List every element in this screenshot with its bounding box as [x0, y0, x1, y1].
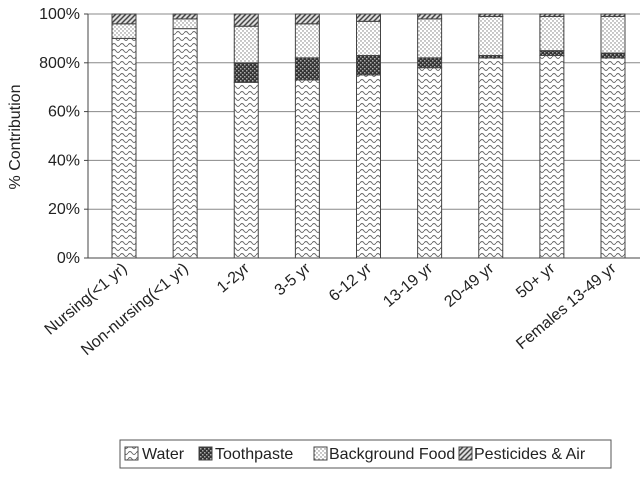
- x-tick-label: Non-nursing(<1 yr): [78, 260, 191, 359]
- legend-label-pesticides-air: Pesticides & Air: [474, 446, 586, 463]
- bar-segment-toothpaste: [294, 57, 320, 81]
- bar-segment-toothpaste: [539, 50, 565, 56]
- bar-segment-background-food: [417, 18, 443, 59]
- bar-segment-water: [539, 54, 565, 259]
- bar-segment-toothpaste: [600, 52, 626, 59]
- legend-swatch-water: [124, 446, 139, 461]
- bar-segment-toothpaste: [233, 62, 259, 83]
- bar-segment-pesticides-air: [478, 13, 504, 17]
- x-tick-label: Females 13-49 yr: [513, 260, 620, 353]
- bar-segment-water: [172, 28, 198, 259]
- y-tick-label: 20%: [48, 201, 80, 218]
- axes: [84, 13, 640, 259]
- y-tick-label: 60%: [48, 104, 80, 121]
- x-tick-label: 6-12 yr: [326, 260, 376, 305]
- y-tick-label: 0%: [57, 250, 80, 267]
- legend-label-water: Water: [142, 446, 185, 463]
- y-axis-label: % Contribution: [7, 85, 24, 190]
- y-tick-label: 100%: [39, 6, 80, 23]
- y-tick-label: 800%: [39, 55, 80, 72]
- bar-segment-background-food: [600, 15, 626, 54]
- legend-label-toothpaste: Toothpaste: [215, 446, 293, 463]
- bar-segment-pesticides-air: [356, 13, 381, 22]
- x-tick-label: 1-2yr: [214, 260, 253, 297]
- bar-segment-water: [478, 57, 504, 259]
- legend-swatch-background-food: [313, 446, 328, 461]
- x-tick-labels: Nursing(<1 yr)Non-nursing(<1 yr) 1-2yr 3-5…: [42, 260, 620, 359]
- bar-segment-pesticides-air: [111, 13, 137, 25]
- y-tick-labels: 0% 20% 40% 60% 800% 100%: [39, 6, 80, 267]
- legend: Water Toothpaste Background Food Pestici…: [119, 439, 612, 469]
- bar-segment-background-food: [356, 20, 381, 56]
- bar-segment-water: [417, 67, 443, 259]
- bar-segment-pesticides-air: [600, 13, 626, 17]
- bar-segment-pesticides-air: [233, 13, 259, 27]
- legend-label-background-food: Background Food: [329, 446, 455, 463]
- bar-segment-pesticides-air: [172, 13, 198, 20]
- bar-segment-pesticides-air: [417, 13, 443, 20]
- bar-segment-background-food: [539, 15, 565, 52]
- bar-segment-toothpaste: [417, 57, 443, 69]
- legend-swatch-pesticides-air: [458, 446, 473, 461]
- bar-segment-pesticides-air: [539, 13, 565, 17]
- bar-segment-background-food: [478, 15, 504, 56]
- x-tick-label: 50+ yr: [513, 260, 559, 302]
- bar-segment-background-food: [294, 23, 320, 59]
- bar-segment-water: [356, 74, 381, 259]
- bar-segment-water: [233, 81, 259, 259]
- bar-segment-toothpaste: [356, 54, 381, 76]
- x-tick-label: 13-19 yr: [380, 260, 436, 311]
- x-tick-label: 3-5 yr: [272, 260, 315, 300]
- bar-segment-background-food: [172, 18, 198, 30]
- bar-segment-background-food: [111, 23, 137, 39]
- bar-segment-pesticides-air: [294, 13, 320, 25]
- bar-segment-background-food: [233, 25, 259, 64]
- bar-segment-water: [600, 57, 626, 259]
- y-tick-label: 40%: [48, 152, 80, 169]
- legend-swatch-toothpaste: [198, 446, 213, 461]
- bars: [111, 13, 626, 259]
- bar-segment-water: [294, 79, 320, 259]
- bar-segment-water: [111, 37, 137, 259]
- x-tick-label: 20-49 yr: [441, 260, 497, 311]
